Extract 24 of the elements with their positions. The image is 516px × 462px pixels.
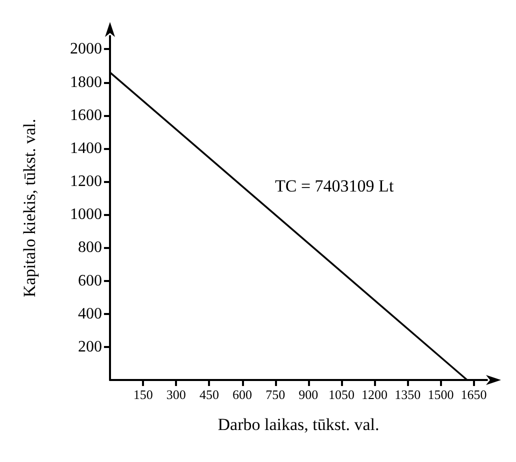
x-tick-label: 900 (298, 387, 318, 402)
annotation: TC = 7403109 Lt (275, 176, 394, 196)
y-tick-label: 1600 (70, 106, 102, 124)
y-tick-label: 400 (78, 305, 102, 322)
x-tick-label: 600 (232, 387, 252, 402)
y-tick-label: 800 (78, 239, 102, 256)
y-tick-label: 1200 (70, 173, 102, 190)
y-tick-label: 200 (78, 338, 102, 356)
x-tick-label: 1500 (428, 387, 454, 402)
y-tick-label: 1800 (70, 74, 102, 91)
x-tick-label: 1650 (460, 387, 487, 402)
x-tick-label: 450 (199, 387, 219, 402)
y-tick-label: 600 (78, 272, 102, 290)
x-tick-label: 150 (133, 387, 153, 402)
y-axis-title: Kapitalo kiekis, tūkst. val. (20, 118, 39, 298)
x-tick-label: 1200 (362, 387, 388, 402)
x-tick-label: 300 (166, 387, 186, 402)
x-tick-label: 1050 (328, 387, 354, 402)
x-tick-label: 750 (266, 387, 286, 402)
y-tick-label: 1400 (70, 140, 102, 157)
y-tick-label: 2000 (70, 40, 102, 58)
x-tick-label: 1350 (394, 387, 421, 402)
x-axis-title: Darbo laikas, tūkst. val. (218, 415, 380, 434)
y-tick-label: 1000 (70, 206, 102, 224)
